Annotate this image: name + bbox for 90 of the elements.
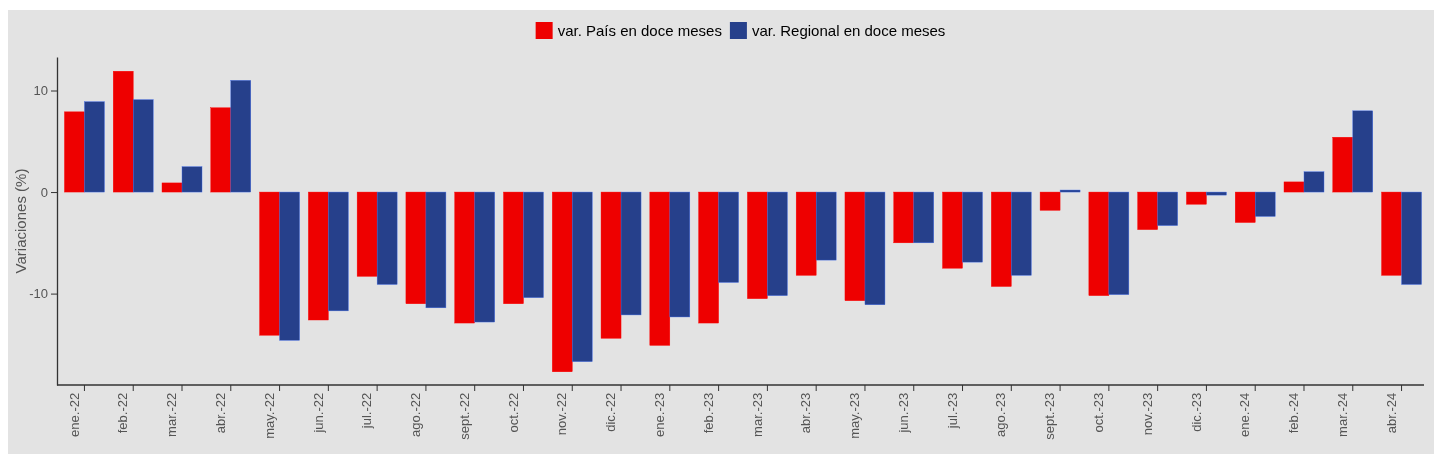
bar bbox=[259, 191, 280, 336]
bar bbox=[747, 191, 768, 299]
bar bbox=[308, 191, 329, 321]
x-tick-label: mar.-24 bbox=[1334, 392, 1350, 437]
bar bbox=[1283, 181, 1305, 193]
x-tick-label: dic.-22 bbox=[603, 392, 619, 432]
bar bbox=[1059, 189, 1081, 193]
x-tick-label: nov.-23 bbox=[1139, 392, 1155, 436]
x-tick-label: jun.-23 bbox=[895, 392, 911, 434]
legend-label: var. País en doce meses bbox=[557, 22, 722, 39]
bar bbox=[649, 191, 671, 346]
bar bbox=[718, 191, 739, 283]
x-tick-label: sept.-22 bbox=[456, 392, 472, 440]
bar bbox=[1011, 191, 1032, 276]
bar bbox=[210, 107, 231, 193]
bar bbox=[1235, 191, 1256, 223]
bar bbox=[133, 99, 154, 193]
bar bbox=[600, 191, 622, 339]
bar bbox=[1381, 191, 1402, 276]
bar bbox=[1352, 110, 1373, 193]
x-tick-label: ago.-22 bbox=[408, 392, 424, 437]
x-tick-label: may.-22 bbox=[261, 392, 277, 439]
bar bbox=[1303, 171, 1325, 193]
y-tick-label: 0 bbox=[40, 184, 48, 200]
bar bbox=[1332, 137, 1353, 193]
bar bbox=[376, 191, 398, 285]
bar bbox=[572, 191, 593, 362]
x-tick-label: oct.-22 bbox=[505, 392, 521, 433]
bar bbox=[669, 191, 691, 318]
bar bbox=[620, 191, 642, 316]
bar bbox=[181, 166, 203, 193]
bar bbox=[113, 71, 134, 193]
bar bbox=[795, 191, 817, 276]
bar bbox=[1255, 191, 1276, 217]
bar bbox=[328, 191, 349, 312]
x-tick-label: feb.-22 bbox=[115, 392, 131, 434]
bar bbox=[767, 191, 788, 296]
x-tick-label: jul.-23 bbox=[944, 392, 960, 430]
x-tick-label: abr.-22 bbox=[212, 392, 228, 434]
x-tick-label: jul.-22 bbox=[359, 392, 375, 430]
bar bbox=[552, 191, 573, 372]
bar bbox=[864, 191, 886, 305]
bar bbox=[942, 191, 963, 269]
bar bbox=[1401, 191, 1422, 285]
x-tick-label: dic.-23 bbox=[1188, 392, 1204, 432]
bar bbox=[1157, 191, 1178, 226]
x-tick-label: jun.-22 bbox=[310, 392, 326, 434]
bar bbox=[991, 191, 1012, 287]
bar bbox=[161, 182, 183, 193]
x-tick-label: mar.-23 bbox=[749, 392, 765, 437]
bar bbox=[1108, 191, 1130, 295]
x-tick-label: mar.-22 bbox=[164, 392, 180, 437]
x-tick-label: nov.-22 bbox=[554, 392, 570, 436]
x-tick-label: ene.-23 bbox=[651, 392, 667, 437]
bar bbox=[84, 101, 105, 193]
bar bbox=[1206, 191, 1227, 196]
bar bbox=[425, 191, 447, 309]
bar bbox=[523, 191, 544, 298]
bar bbox=[230, 80, 251, 193]
x-tick-label: may.-23 bbox=[847, 392, 863, 439]
bar bbox=[1088, 191, 1110, 296]
legend-label: var. Regional en doce meses bbox=[751, 22, 946, 39]
bar bbox=[454, 191, 475, 324]
bar bbox=[279, 191, 300, 341]
bar bbox=[962, 191, 983, 263]
x-tick-label: sept.-23 bbox=[1042, 392, 1058, 440]
x-tick-label: feb.-24 bbox=[1286, 392, 1302, 434]
bar bbox=[64, 111, 85, 193]
bar bbox=[503, 191, 524, 304]
bar bbox=[698, 191, 719, 324]
bar bbox=[1186, 191, 1207, 205]
x-tick-label: ene.-24 bbox=[1237, 392, 1253, 437]
bar bbox=[815, 191, 837, 261]
x-tick-label: oct.-23 bbox=[1091, 392, 1107, 433]
bar bbox=[893, 191, 914, 244]
bar bbox=[405, 191, 427, 304]
y-axis-title: Variaciones (%) bbox=[12, 168, 29, 274]
y-tick-label: -10 bbox=[29, 286, 48, 302]
bar bbox=[844, 191, 866, 301]
x-tick-label: feb.-23 bbox=[700, 392, 716, 434]
bar bbox=[913, 191, 934, 244]
x-tick-label: ago.-23 bbox=[993, 392, 1009, 437]
bar bbox=[1137, 191, 1158, 230]
x-tick-label: abr.-23 bbox=[798, 392, 814, 434]
bar bbox=[474, 191, 495, 323]
bar bbox=[1039, 191, 1061, 211]
x-tick-label: abr.-24 bbox=[1383, 392, 1399, 434]
x-tick-label: ene.-22 bbox=[66, 392, 82, 437]
bar bbox=[356, 191, 378, 277]
y-tick-label: 10 bbox=[33, 83, 48, 99]
